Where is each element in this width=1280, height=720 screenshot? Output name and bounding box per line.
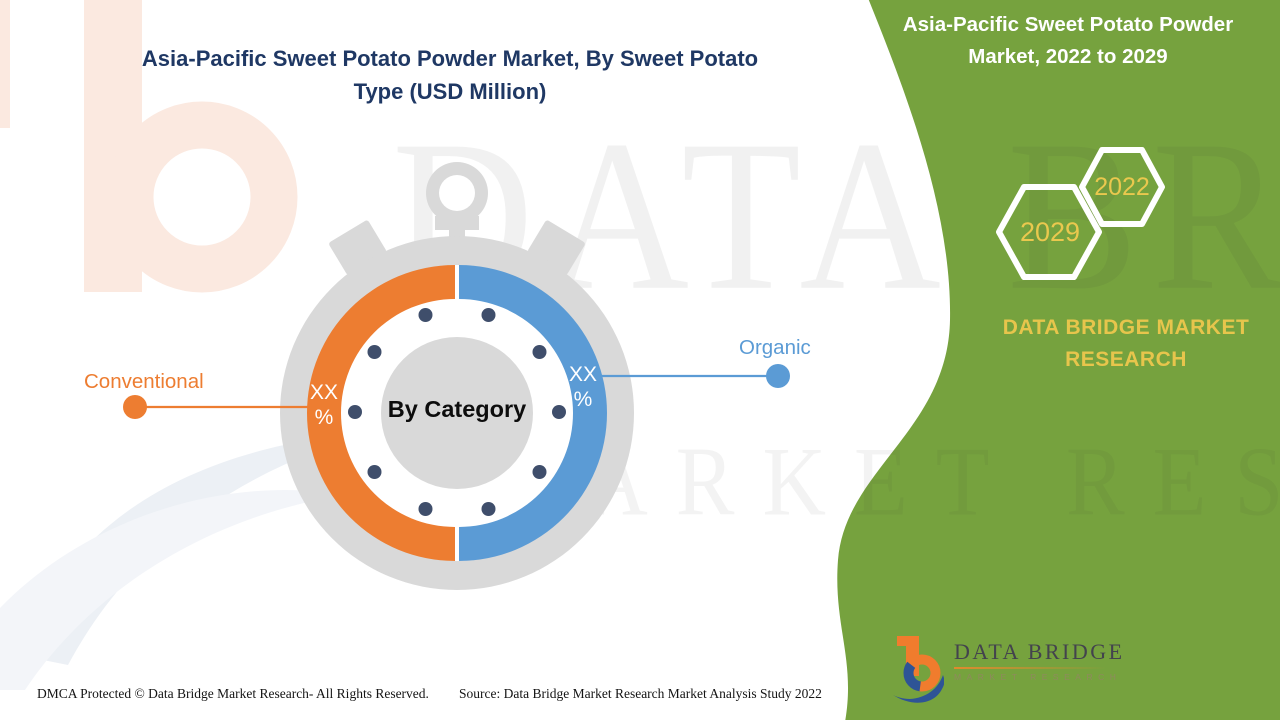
watermark-swoosh-2 (0, 489, 345, 690)
page-title: Asia-Pacific Sweet Potato Powder Market,… (141, 46, 759, 104)
logo-rule (954, 667, 1106, 669)
green-panel-shape (837, 0, 1280, 720)
logo-text-block: DATA BRIDGE MARKET RESEARCH (954, 633, 1125, 682)
year-label-2029: 2029 (1019, 217, 1081, 247)
organic-label: Organic (739, 336, 811, 359)
center-label: By Category (387, 396, 527, 422)
watermark-edge-strip (0, 0, 10, 128)
logo-subtitle: MARKET RESEARCH (954, 672, 1122, 682)
value-conventional-pct: % (314, 406, 334, 430)
watermark-b-bowl (106, 101, 298, 293)
value-organic-xx: XX (568, 363, 597, 386)
year-label-2022: 2022 (1094, 173, 1150, 201)
footer-source: Source: Data Bridge Market Research Mark… (459, 686, 822, 701)
callout-conventional-dot (123, 395, 147, 419)
value-label-conventional: XX % (301, 380, 347, 430)
logo-title: DATA BRIDGE (954, 639, 1125, 664)
logo-b-icon (893, 636, 944, 703)
conventional-label: Conventional (84, 370, 204, 393)
value-organic-pct: % (573, 388, 593, 412)
hexagon-2029 (996, 184, 1102, 280)
dial-dots (348, 308, 566, 516)
value-conventional-xx: XX (309, 381, 338, 404)
banner-title: Asia-Pacific Sweet Potato Powder Market,… (902, 13, 1234, 68)
hexagon-2022 (1079, 147, 1165, 227)
footer-dmca: DMCA Protected © Data Bridge Market Rese… (37, 686, 429, 701)
center-disc (381, 337, 533, 489)
donut-segment-conventional (307, 265, 455, 561)
brand-wordmark: DATA BRIDGE MARKET RESEARCH (1002, 316, 1250, 371)
callout-organic-dot (766, 364, 790, 388)
crown-icon (426, 162, 488, 244)
value-label-organic: XX % (560, 362, 606, 412)
donut-segment-organic (459, 265, 607, 561)
logo: DATA BRIDGE MARKET RESEARCH (892, 633, 1132, 711)
